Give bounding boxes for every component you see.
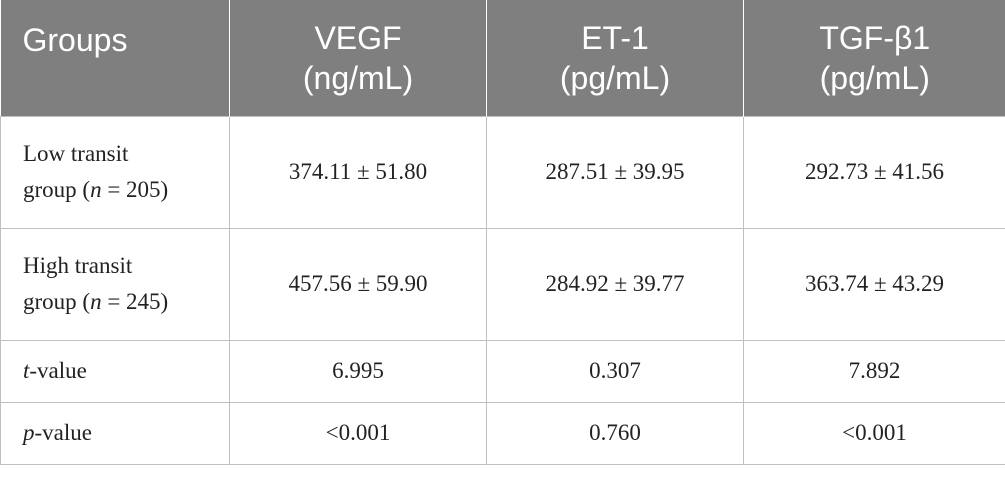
header-et1: ET-1 (pg/mL) (486, 0, 744, 116)
cell-tgfb1: 7.892 (743, 339, 1005, 403)
header-groups: Groups (0, 0, 230, 116)
row-label: High transit group (n = 245) (0, 227, 230, 341)
cell-et1: 0.760 (486, 401, 744, 465)
table-row-p-value: p-value <0.001 0.760 <0.001 (0, 401, 1005, 465)
header-tgfb1: TGF-β1 (pg/mL) (743, 0, 1005, 116)
row-label-line2: group (n = 245) (23, 284, 221, 320)
table-row-low-transit: Low transit group (n = 205) 374.11 ± 51.… (0, 115, 1005, 229)
row-label-line2: group (n = 205) (23, 172, 221, 208)
cell-tgfb1: <0.001 (743, 401, 1005, 465)
header-et1-unit: (pg/mL) (559, 59, 671, 96)
row-label-line1: High transit (23, 253, 133, 278)
cell-tgfb1: 363.74 ± 43.29 (743, 227, 1005, 341)
row-label-post: -value (29, 358, 87, 383)
row-label-post: -value (34, 420, 92, 445)
header-et1-name: ET-1 (581, 19, 649, 56)
cell-et1: 287.51 ± 39.95 (486, 115, 744, 229)
row-label-var: t (23, 358, 30, 383)
table-row-high-transit: High transit group (n = 245) 457.56 ± 59… (0, 227, 1005, 341)
table-row-t-value: t-value 6.995 0.307 7.892 (0, 339, 1005, 403)
row-label-var: n (90, 177, 102, 202)
table-body: Low transit group (n = 205) 374.11 ± 51.… (0, 115, 1005, 465)
row-label-var: n (90, 289, 102, 314)
header-tgfb1-unit: (pg/mL) (819, 59, 930, 96)
cell-vegf: 374.11 ± 51.80 (229, 115, 487, 229)
row-label-pre: group ( (23, 289, 91, 314)
row-label-post: = 245) (101, 289, 169, 314)
row-label: Low transit group (n = 205) (0, 115, 230, 229)
cell-vegf: 6.995 (229, 339, 487, 403)
header-vegf-unit: (ng/mL) (302, 59, 414, 96)
results-table: Groups VEGF (ng/mL) ET-1 (pg/mL) TGF-β1 … (0, 0, 1005, 465)
row-label: t-value (0, 339, 230, 403)
cell-tgfb1: 292.73 ± 41.56 (743, 115, 1005, 229)
header-vegf-name: VEGF (314, 19, 402, 56)
cell-et1: 0.307 (486, 339, 744, 403)
header-row: Groups VEGF (ng/mL) ET-1 (pg/mL) TGF-β1 … (0, 0, 1005, 116)
row-label-line1: Low transit (23, 141, 129, 166)
cell-et1: 284.92 ± 39.77 (486, 227, 744, 341)
row-label-var: p (23, 420, 35, 445)
cell-vegf: 457.56 ± 59.90 (229, 227, 487, 341)
header-vegf: VEGF (ng/mL) (229, 0, 487, 116)
row-label: p-value (0, 401, 230, 465)
row-label-post: = 205) (101, 177, 169, 202)
table-header: Groups VEGF (ng/mL) ET-1 (pg/mL) TGF-β1 … (0, 0, 1005, 116)
row-label-pre: group ( (23, 177, 91, 202)
cell-vegf: <0.001 (229, 401, 487, 465)
header-groups-label: Groups (22, 22, 128, 58)
header-tgfb1-name: TGF-β1 (819, 19, 931, 56)
